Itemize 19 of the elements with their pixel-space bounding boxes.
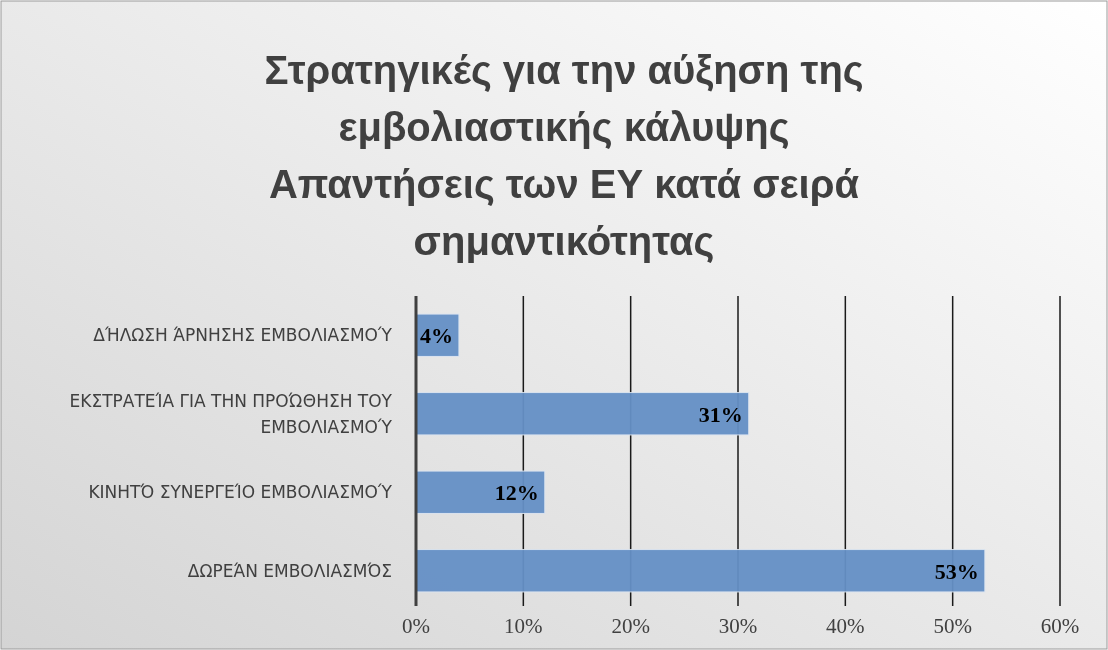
chart-title: Στρατηγικές για την αύξηση της εμβολιαστικής κάλυψης Απαντήσεις των ΕΥ κατά σειρά σημαντικότητας bbox=[264, 48, 864, 264]
data-label: 53% bbox=[934, 558, 979, 584]
x-tick-label: 50% bbox=[933, 614, 972, 638]
y-tick-label: ΚΙΝΗΤΌ ΣΥΝΕΡΓΕΊΟ ΕΜΒΟΛΙΑΣΜΟΎ bbox=[88, 482, 392, 503]
y-tick-label: ΔΩΡΕΆΝ ΕΜΒΟΛΙΑΣΜΌΣ bbox=[187, 560, 392, 581]
x-tick-label: 20% bbox=[611, 614, 650, 638]
bar bbox=[415, 392, 750, 436]
data-label: 4% bbox=[419, 323, 453, 349]
data-label: 12% bbox=[494, 480, 539, 506]
bar bbox=[415, 470, 546, 514]
x-tick-label: 60% bbox=[1040, 614, 1080, 638]
x-tick-label: 0% bbox=[402, 614, 430, 638]
x-tick-label: 10% bbox=[504, 614, 543, 638]
x-tick-label: 40% bbox=[826, 614, 865, 638]
y-tick-label: ΔΉΛΩΣΗ ΆΡΝΗΣΗΣ ΕΜΒΟΛΙΑΣΜΟΎ bbox=[93, 325, 392, 346]
data-label: 31% bbox=[698, 401, 743, 427]
bar bbox=[415, 549, 986, 593]
x-tick-label: 30% bbox=[718, 614, 758, 638]
y-tick-label: ΕΚΣΤΡΑΤΕΊΑ ΓΙΑ ΤΗΝ ΠΡΟΏΘΗΣΗ ΤΟΥ ΕΜΒΟΛΙΑΣΜΟΎ bbox=[69, 390, 393, 437]
